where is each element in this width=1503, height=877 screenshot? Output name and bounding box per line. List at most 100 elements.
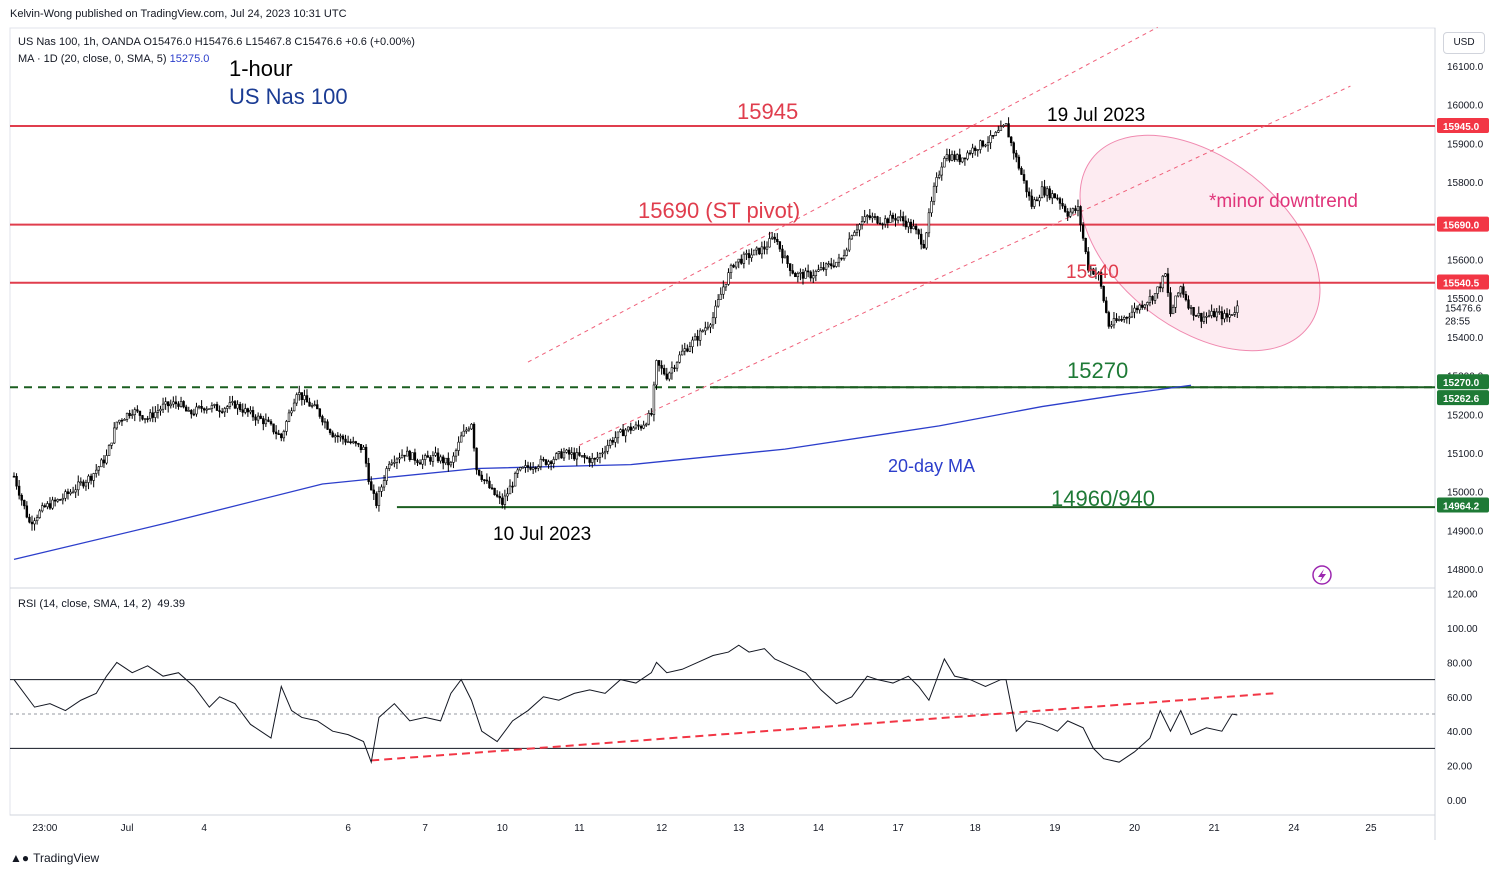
candle-body (169, 403, 172, 407)
candle-body (439, 456, 442, 462)
candle-body (1035, 199, 1039, 202)
candle-body (359, 444, 363, 450)
price-tag-label: 14964.2 (1443, 502, 1480, 513)
candle-body (128, 412, 131, 416)
candle-body (567, 449, 571, 455)
candle-body (557, 451, 561, 454)
candle-body (673, 367, 676, 370)
candle-body (125, 412, 129, 420)
tradingview-logo[interactable]: ▲● TradingView (10, 851, 99, 865)
time-tick-label: 13 (733, 823, 745, 834)
candle-body (197, 406, 201, 408)
candle-body (89, 475, 93, 481)
candle-body (537, 466, 540, 469)
candle-body (1087, 251, 1090, 271)
candle-body (755, 247, 758, 251)
candle-body (182, 401, 185, 408)
candle-body (447, 457, 450, 466)
candle-body (1171, 307, 1175, 315)
candle-body (323, 421, 327, 424)
price-tag (1437, 117, 1489, 133)
candle-body (190, 410, 193, 415)
candle-body (53, 499, 57, 502)
candle-body (650, 412, 653, 415)
candle-body (66, 491, 70, 494)
lightning-icon[interactable] (1312, 565, 1332, 585)
candle-body (680, 350, 684, 356)
candle-body (28, 516, 31, 523)
candle-body (43, 505, 47, 508)
candle-body (1207, 315, 1211, 317)
candle-body (244, 408, 247, 413)
candle-body (264, 419, 268, 425)
candle-body (503, 495, 507, 505)
time-tick-label: Jul (121, 823, 134, 834)
ma-caption: 20-day MA (888, 456, 976, 476)
candle-series (12, 117, 1239, 531)
candle-body (953, 154, 956, 160)
candle-body (426, 455, 429, 458)
candle-body (657, 360, 661, 366)
candle-body (249, 410, 252, 413)
candle-body (639, 425, 643, 429)
candle-body (1212, 310, 1216, 318)
candle-body (752, 249, 756, 256)
candle-body (1159, 286, 1162, 289)
candle-body (95, 469, 98, 474)
candle-body (457, 441, 460, 451)
candle-body (624, 429, 627, 437)
last-price-label: 15476.6 (1445, 303, 1482, 314)
candle-body (593, 458, 597, 460)
candle-body (161, 403, 165, 410)
time-tick-label: 20 (1129, 823, 1141, 834)
candle-body (154, 412, 157, 418)
candle-body (565, 449, 568, 453)
candle-body (642, 424, 645, 429)
candle-body (226, 406, 229, 409)
candle-body (1130, 311, 1134, 318)
candle-body (863, 216, 866, 222)
candle-body (652, 384, 656, 415)
price-tag-label: 15262.6 (1443, 394, 1480, 405)
candle-body (100, 459, 103, 468)
candle-body (806, 270, 810, 273)
candle-body (932, 185, 936, 202)
candle-body (526, 465, 530, 468)
candle-body (727, 272, 730, 285)
candle-body (17, 485, 21, 496)
rsi-tick-label: 100.00 (1447, 624, 1478, 635)
candle-body (796, 273, 800, 278)
tv-logo-icon: ▲● (10, 851, 30, 865)
candle-body (1053, 193, 1057, 199)
candle-body (583, 455, 586, 458)
candle-body (529, 467, 532, 470)
rsi-value: 49.39 (157, 598, 185, 610)
candle-body (531, 467, 535, 470)
candle-body (1177, 292, 1180, 297)
candle-body (1189, 307, 1193, 309)
candle-body (25, 505, 29, 518)
candle-body (149, 412, 152, 419)
candle-body (195, 406, 198, 415)
candle-body (493, 487, 496, 496)
candle-body (868, 215, 872, 219)
candle-body (889, 214, 892, 223)
candle-body (837, 257, 841, 263)
candle-body (873, 216, 877, 218)
candle-body (485, 479, 489, 482)
price-tick-label: 16100.0 (1447, 62, 1484, 73)
candle-body (187, 410, 190, 412)
candle-body (1200, 312, 1203, 322)
candle-body (490, 487, 494, 490)
price-tag (1437, 497, 1489, 513)
candle-body (357, 443, 360, 445)
candle-body (1210, 310, 1213, 316)
candle-body (398, 457, 401, 460)
candle-body (555, 453, 558, 460)
price-tags: 15945.0 15690.0 15540.5 15270.0 15262.6 14964… (1437, 117, 1489, 513)
candle-body (267, 419, 270, 422)
currency-button[interactable]: USD (1443, 32, 1485, 54)
candle-body (912, 225, 915, 230)
candle-body (645, 423, 648, 426)
